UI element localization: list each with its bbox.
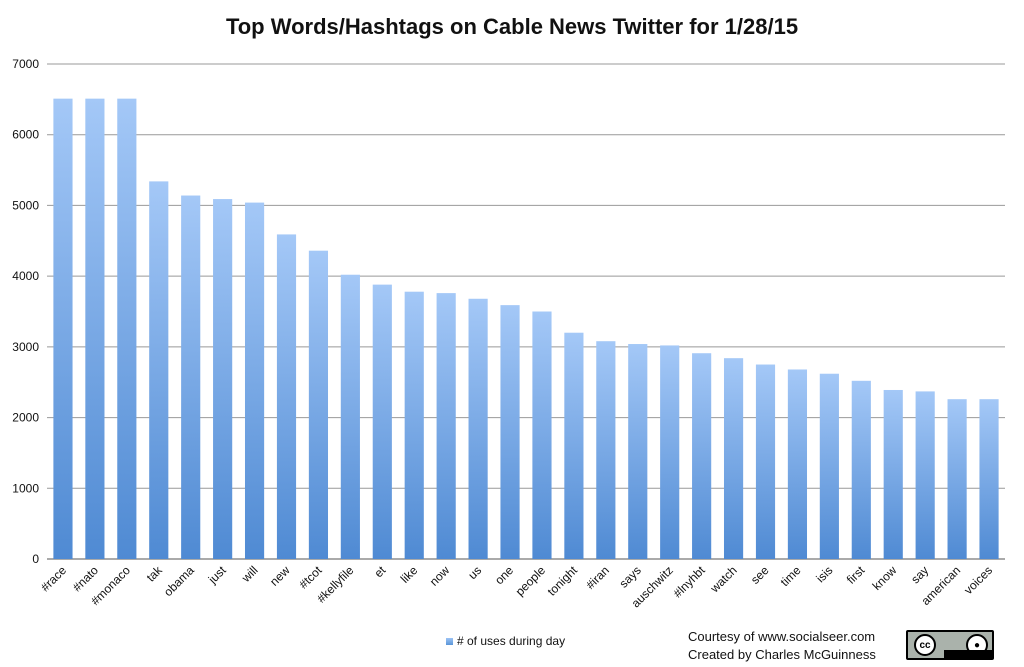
- bar: [340, 274, 360, 559]
- y-tick-label: 5000: [12, 198, 39, 212]
- bar: [308, 250, 329, 559]
- bar: [819, 373, 839, 559]
- bar: [404, 291, 424, 559]
- bar: [947, 399, 967, 559]
- bar: [755, 364, 776, 559]
- x-tick-label: one: [492, 563, 516, 587]
- bar: [851, 380, 871, 559]
- bar: [787, 369, 808, 559]
- bar: [628, 344, 648, 559]
- y-tick-label: 3000: [12, 340, 39, 354]
- bar: [532, 311, 552, 559]
- bar: [500, 305, 520, 559]
- x-tick-label: watch: [707, 563, 740, 596]
- x-tick-label: first: [844, 563, 868, 587]
- bar: [213, 199, 233, 560]
- bar: [372, 284, 392, 559]
- x-tick-label: voices: [961, 563, 995, 597]
- bar: [660, 345, 680, 559]
- bar: [85, 98, 105, 560]
- bar: [979, 399, 999, 559]
- x-tick-label: #tcot: [296, 563, 325, 592]
- x-tick-label: see: [748, 563, 772, 587]
- chart-title: Top Words/Hashtags on Cable News Twitter…: [225, 14, 799, 39]
- bar: [181, 195, 201, 559]
- legend-swatch: [446, 637, 453, 645]
- legend-label: # of uses during day: [457, 634, 566, 648]
- x-tick-label: obama: [161, 563, 197, 599]
- x-tick-label: now: [427, 563, 453, 589]
- bar: [915, 391, 935, 559]
- y-tick-label: 4000: [12, 269, 39, 283]
- bar: [436, 293, 456, 559]
- bar: [149, 181, 169, 559]
- bar: [564, 332, 584, 559]
- bar: [468, 298, 488, 559]
- cc-icon: cc: [914, 634, 936, 656]
- x-tick-label: like: [398, 563, 421, 586]
- x-tick-label: know: [870, 563, 900, 593]
- gridlines: [47, 63, 1005, 560]
- bar: [117, 98, 137, 560]
- x-tick-label: #lnyhbt: [670, 563, 708, 601]
- y-tick-label: 6000: [12, 128, 39, 142]
- y-tick-label: 7000: [12, 57, 39, 71]
- bar: [244, 202, 265, 559]
- x-tick-label: tonight: [545, 563, 581, 599]
- by-label-strip: [944, 650, 992, 658]
- legend: # of uses during day: [446, 634, 565, 648]
- credit-line-author: Created by Charles McGuinness: [688, 647, 876, 662]
- x-tick-label: says: [617, 563, 644, 590]
- bars: [53, 98, 999, 560]
- bar: [276, 234, 297, 559]
- credit-line-site: Courtesy of www.socialseer.com: [688, 629, 876, 644]
- creative-commons-by-icon: cc ●: [906, 630, 994, 660]
- bar: [723, 358, 744, 559]
- x-tick-label: will: [238, 563, 260, 585]
- bar: [883, 389, 903, 559]
- x-tick-label: isis: [813, 563, 835, 585]
- y-axis-ticks: 0 1000 2000 3000 4000 5000 6000 7000: [12, 57, 39, 566]
- x-tick-label: et: [371, 563, 388, 580]
- x-tick-label: people: [513, 563, 549, 599]
- bar: [692, 353, 712, 559]
- y-tick-label: 0: [32, 552, 39, 566]
- credits: Courtesy of www.socialseer.com Created b…: [688, 628, 876, 664]
- x-tick-label: say: [908, 563, 931, 586]
- x-tick-label: time: [778, 563, 804, 589]
- x-tick-label: #iran: [583, 563, 612, 592]
- x-tick-label: #race: [38, 563, 69, 594]
- x-tick-label: new: [267, 563, 293, 589]
- x-tick-label: just: [205, 563, 229, 587]
- x-tick-label: us: [465, 563, 484, 582]
- y-tick-label: 2000: [12, 411, 39, 425]
- y-tick-label: 1000: [12, 481, 39, 495]
- bar: [596, 341, 616, 559]
- x-tick-label: tak: [144, 563, 166, 585]
- bar: [53, 98, 73, 560]
